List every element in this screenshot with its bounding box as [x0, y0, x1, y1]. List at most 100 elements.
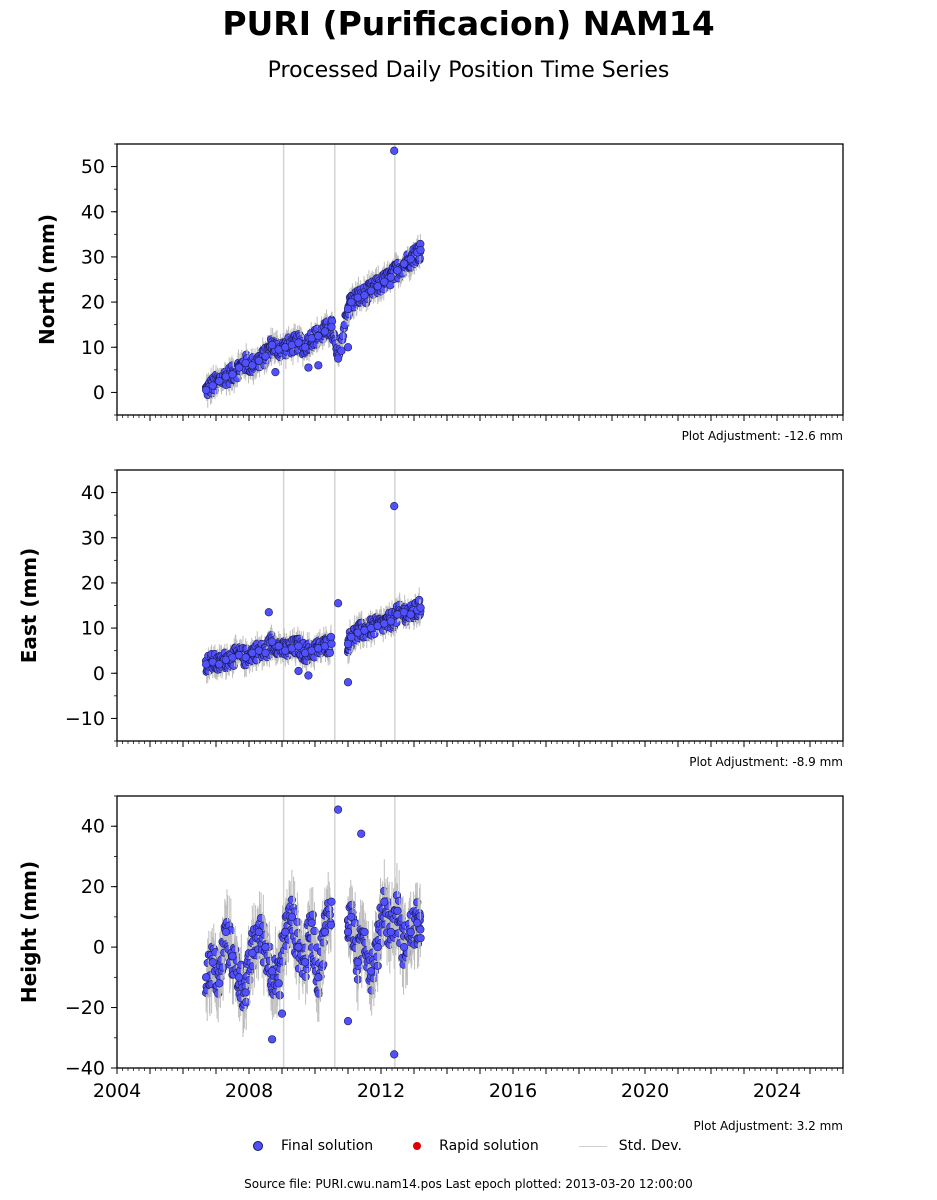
data-point	[254, 927, 263, 937]
outlier-point	[334, 805, 343, 814]
data-point	[307, 918, 316, 928]
legend-final-label: Final solution	[281, 1138, 374, 1154]
data-point	[248, 361, 257, 370]
x-tick-label: 2024	[753, 1080, 801, 1102]
data-point	[406, 927, 415, 937]
y-axis-label: Height (mm)	[17, 861, 41, 1003]
final-solution-marker-icon	[253, 1141, 263, 1151]
data-point	[386, 617, 396, 626]
data-point	[314, 331, 323, 341]
y-tick-label: 0	[93, 382, 105, 404]
data-point	[334, 354, 343, 363]
outlier-point	[357, 829, 366, 838]
data-point	[221, 927, 230, 937]
data-point	[416, 933, 425, 943]
y-tick-label: 40	[81, 482, 105, 504]
data-point	[380, 897, 389, 906]
data-point	[380, 277, 389, 286]
data-point	[254, 356, 263, 365]
x-tick-label: 2016	[489, 1080, 537, 1102]
data-point	[301, 343, 310, 352]
data-point	[208, 381, 217, 390]
legend-final: Final solution	[253, 1138, 373, 1154]
data-point	[235, 973, 244, 982]
data-point	[241, 988, 250, 997]
data-point	[242, 997, 251, 1007]
data-point	[325, 910, 334, 919]
north-plot-adjustment: Plot Adjustment: -12.6 mm	[681, 429, 843, 443]
data-point	[287, 912, 297, 921]
data-point	[241, 653, 250, 662]
data-point	[245, 975, 254, 985]
data-point	[343, 927, 353, 937]
data-point	[343, 639, 353, 648]
outlier-point	[390, 1050, 399, 1059]
height-plot-adjustment: Plot Adjustment: 3.2 mm	[693, 1119, 843, 1133]
legend: Final solution Rapid solution Std. Dev.	[253, 1138, 722, 1154]
outlier-point	[304, 671, 313, 680]
y-tick-label: 10	[81, 337, 105, 359]
data-point	[202, 973, 211, 982]
data-point	[386, 927, 396, 937]
data-point	[314, 973, 323, 982]
data-point	[228, 952, 237, 961]
data-point	[406, 610, 415, 619]
data-point	[373, 943, 382, 952]
data-point	[215, 660, 224, 669]
x-tick-label: 2020	[621, 1080, 669, 1102]
outlier-point	[264, 608, 273, 617]
outlier-point	[268, 1035, 277, 1044]
y-tick-label: −20	[65, 997, 105, 1019]
data-point	[327, 639, 336, 648]
data-point	[347, 900, 356, 909]
y-tick-label: 40	[81, 816, 105, 838]
data-point	[320, 327, 330, 336]
data-point	[353, 958, 363, 967]
legend-std: Std. Dev.	[578, 1138, 682, 1154]
data-point	[400, 259, 409, 268]
x-tick-label: 2004	[93, 1080, 141, 1102]
data-point	[413, 918, 422, 928]
data-point	[268, 967, 277, 976]
data-point	[338, 331, 348, 341]
data-point	[400, 943, 409, 952]
data-point	[406, 255, 415, 264]
data-point	[327, 322, 336, 332]
data-point	[294, 642, 303, 651]
outlier-point	[304, 363, 313, 372]
data-point	[281, 927, 290, 937]
data-point	[228, 370, 237, 379]
data-point	[208, 958, 217, 967]
data-point	[347, 633, 356, 642]
y-tick-label: −40	[65, 1058, 105, 1080]
data-point	[310, 926, 319, 936]
data-point	[261, 943, 270, 952]
data-point	[326, 632, 336, 642]
data-point	[386, 273, 396, 282]
legend-rapid-label: Rapid solution	[439, 1138, 539, 1154]
y-axis-label: East (mm)	[17, 548, 41, 664]
data-point	[268, 637, 277, 646]
data-point	[416, 246, 425, 255]
y-tick-label: 40	[81, 201, 105, 223]
data-point	[294, 943, 303, 952]
data-point	[327, 897, 336, 906]
y-tick-label: 0	[93, 937, 105, 959]
data-point	[301, 972, 310, 981]
data-point	[235, 363, 244, 372]
legend-rapid: Rapid solution	[413, 1138, 539, 1154]
data-point	[319, 960, 328, 969]
outlier-point	[343, 343, 353, 352]
y-tick-label: 20	[81, 876, 105, 898]
x-tick-label: 2012	[357, 1080, 405, 1102]
data-point	[294, 338, 303, 347]
y-tick-label: 50	[81, 156, 105, 178]
data-point	[393, 906, 402, 915]
data-point	[274, 979, 283, 988]
data-point	[367, 286, 376, 295]
data-point	[373, 961, 382, 970]
chart-title: PURI (Purificacion) NAM14	[222, 4, 715, 43]
y-tick-label: −10	[65, 708, 105, 730]
data-point	[373, 282, 382, 291]
data-point	[360, 927, 369, 937]
